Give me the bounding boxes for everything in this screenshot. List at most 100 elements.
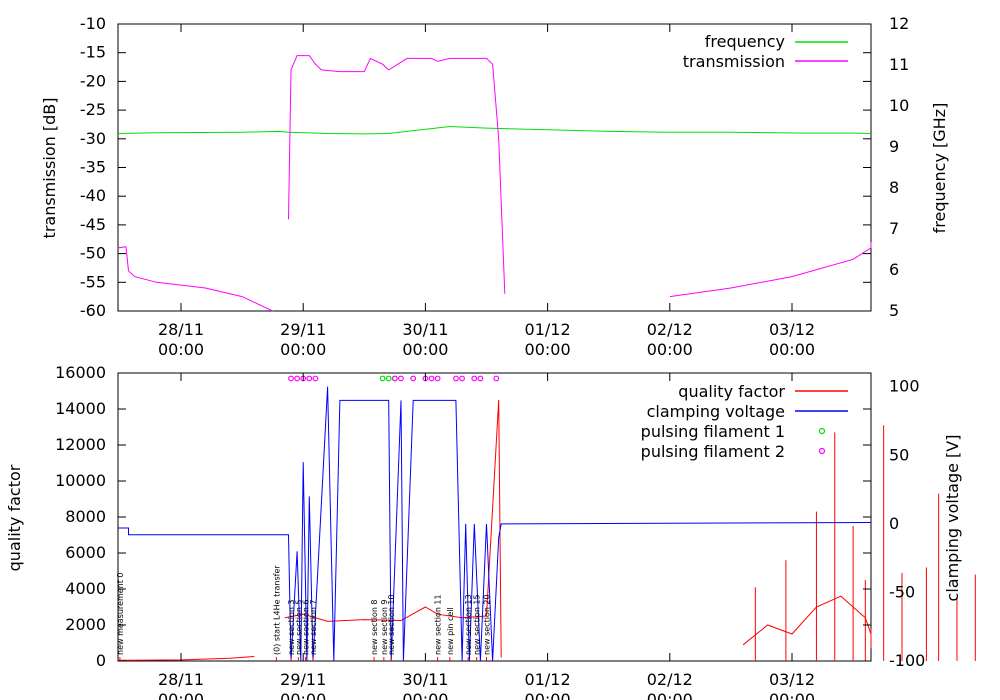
chart-quality-clamping: new measurement 0 (0) start L4He transfer… [5,363,976,700]
x-tick-label-time: 00:00 [769,340,815,359]
y-tick-label: -10 [80,14,106,33]
y2-tick-label: -100 [889,651,925,670]
y-axis-label-bottom: quality factor [5,464,24,571]
x-tick-label-time: 00:00 [769,690,815,700]
x-tick-label-time: 00:00 [647,690,693,700]
y-tick-label: 6000 [65,543,106,562]
y-tick-label: 16000 [55,363,106,382]
x-tick-label-time: 00:00 [158,340,204,359]
y-tick-label: 0 [96,651,106,670]
legend-label-pulsing-filament-2: pulsing filament 2 [641,442,785,461]
point-pulsing-filament-2 [312,375,319,382]
y2-tick-label: -50 [889,582,915,601]
annotation-label: new section 6 [302,599,311,655]
x-axis-ticks-bottom: 28/1100:0029/1100:0030/1100:0001/1200:00… [158,373,815,700]
x-tick-label-date: 02/12 [647,670,693,689]
x-tick-label-date: 03/12 [769,670,815,689]
line-frequency [117,125,872,135]
y2-tick-label: 10 [889,96,909,115]
point-pulsing-filament-2 [410,375,417,382]
y2-tick-label: 12 [889,14,909,33]
point-pulsing-filament-2 [459,375,465,382]
x-tick-label-date: 01/12 [525,320,571,339]
y-tick-label: -15 [80,43,106,62]
x-tick-label-time: 00:00 [402,690,448,700]
x-tick-label-time: 00:00 [280,340,326,359]
y-tick-label: 8000 [65,507,106,526]
annotation-label: new section 15 [473,594,482,655]
annotation-label: new measurement 0 [116,572,125,655]
y2-axis-ticks-bottom: -100 -50 0 50 100 [889,377,925,670]
x-tick-label-time: 00:00 [525,340,571,359]
point-pulsing-filament-1 [379,375,386,382]
series-layer-bottom [117,375,976,662]
y2-tick-label: 100 [889,377,920,396]
line-transmission [117,55,872,312]
chart-transmission-frequency: -10 -15 -20 -25 -30 -35 -40 -45 -50 -55 -60 5 6 7 8 9 1… [40,14,949,359]
y-tick-label: -55 [80,272,106,291]
legend-top: frequency transmission [683,32,848,71]
x-tick-label-time: 00:00 [280,690,326,700]
annotation-label: new section 20 [483,594,492,655]
x-axis-ticks-top: 28/1100:0029/1100:0030/1100:0001/1200:00… [158,24,815,359]
x-tick-label-date: 02/12 [647,320,693,339]
x-tick-label-date: 30/11 [402,670,448,689]
point-pulsing-filament-2 [471,375,478,382]
y-tick-label: -50 [80,244,106,263]
y-tick-label: -60 [80,301,106,320]
x-tick-label-date: 01/12 [525,670,571,689]
point-pulsing-filament-2 [294,375,300,382]
legend-marker-pulsing-filament-1 [818,427,826,435]
x-tick-label-date: 28/11 [158,670,204,689]
annotation-label: (0) start L4He transfer [272,565,281,655]
point-pulsing-filament-2 [391,375,398,382]
point-pulsing-filament-2 [477,375,484,382]
y-tick-label: 2000 [65,615,106,634]
legend-label-frequency: frequency [705,32,785,51]
point-pulsing-filament-2 [428,375,435,382]
legend-marker-pulsing-filament-2 [818,447,826,455]
point-pulsing-filament-2 [493,375,500,382]
annotation-label: new section 5 [294,599,303,655]
legend-label-clamping-voltage: clamping voltage [647,402,785,421]
y2-axis-label-bottom: clamping voltage [V] [943,435,962,602]
annotation-label: new section 8 [370,599,379,655]
x-tick-label-date: 28/11 [158,320,204,339]
y-axis-label-top: transmission [dB] [40,98,59,239]
y-tick-label: -35 [80,158,106,177]
legend-label-quality-factor: quality factor [678,382,785,401]
x-tick-label-time: 00:00 [158,690,204,700]
x-tick-label-date: 30/11 [402,320,448,339]
x-tick-label-time: 00:00 [647,340,693,359]
point-pulsing-filament-2 [434,375,441,382]
annotation-label: new pin cell [446,607,455,655]
point-pulsing-filament-1 [385,375,392,382]
y2-tick-label: 0 [889,514,899,533]
annotation-label: new section 10 [387,594,396,655]
legend-label-pulsing-filament-1: pulsing filament 1 [641,422,785,441]
y-axis-ticks-bottom: 0 2000 4000 6000 8000 10000 12000 14000 16000 [55,363,871,670]
x-tick-label-date: 29/11 [280,670,326,689]
annotation-label: new section 7 [309,599,318,655]
y-tick-label: -30 [80,129,106,148]
y2-tick-label: 6 [889,260,899,279]
point-pulsing-filament-2 [453,375,459,382]
y2-axis-label-top: frequency [GHz] [930,103,949,234]
y2-tick-label: 7 [889,219,899,238]
y-tick-label: -25 [80,100,106,119]
x-tick-label-time: 00:00 [525,690,571,700]
x-tick-label-time: 00:00 [402,340,448,359]
y-tick-label: 10000 [55,471,106,490]
y2-tick-label: 5 [889,301,899,320]
legend-bottom: quality factor clamping voltage pulsing … [641,382,848,461]
y-tick-label: -20 [80,71,106,90]
y-tick-label: -40 [80,186,106,205]
y-axis-ticks-top: -10 -15 -20 -25 -30 -35 -40 -45 -50 -55 -60 [80,14,871,320]
series-layer-top [117,55,872,312]
point-pulsing-filament-2 [306,375,313,382]
annotation-label: new section 3 [287,599,296,655]
annotation-label: new section 9 [380,599,389,655]
annotation-layer-bottom: new measurement 0 (0) start L4He transfer… [116,565,492,661]
y2-tick-label: 50 [889,445,909,464]
